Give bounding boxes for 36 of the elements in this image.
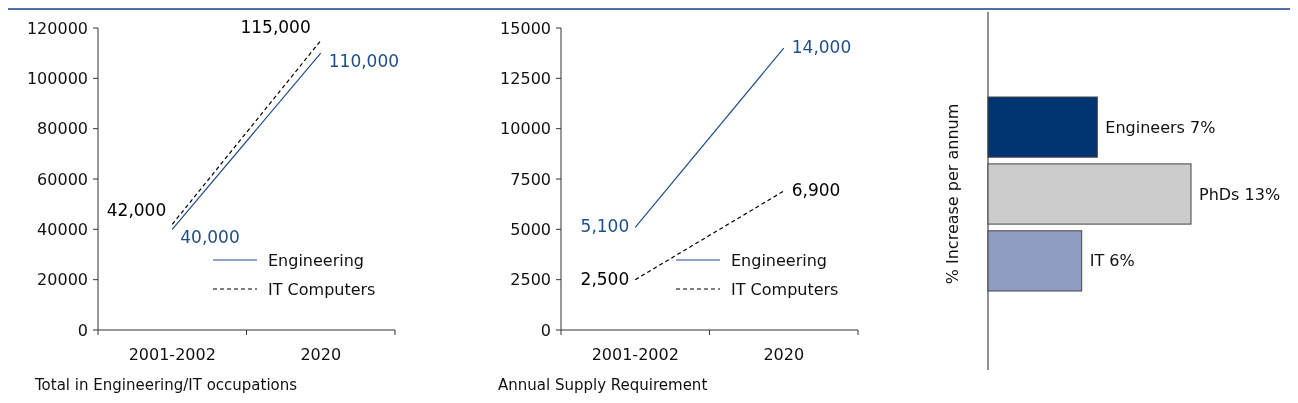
x-tick-label: 2020 <box>300 345 342 364</box>
data-label: IT 6% <box>1089 251 1135 271</box>
data-label: 2,500 <box>580 268 630 289</box>
x-axis-title: Annual Supply Requirement <box>498 376 708 394</box>
data-label: 42,000 <box>106 200 167 221</box>
y-tick-label: 20000 <box>37 270 88 290</box>
data-label: 40,000 <box>180 227 240 248</box>
y-tick-label: 15000 <box>500 18 551 38</box>
data-label: PhDs 13% <box>1199 184 1281 204</box>
x-tick-label: 2001-2002 <box>128 345 216 364</box>
y-tick-label: 5000 <box>510 219 551 239</box>
y-tick-label: 0 <box>77 320 88 340</box>
data-label: 110,000 <box>328 51 400 72</box>
y-tick-label: 60000 <box>37 169 88 189</box>
y-tick-label: 2500 <box>510 270 551 290</box>
y-axis-title: % Increase per annum <box>943 103 962 285</box>
y-tick-label: 80000 <box>37 119 88 139</box>
legend-label: IT Computers <box>731 279 839 299</box>
data-label: Engineers 7% <box>1105 117 1216 137</box>
legend-label: IT Computers <box>268 279 376 299</box>
x-tick-label: 2020 <box>763 345 805 364</box>
data-label: 14,000 <box>791 37 852 58</box>
y-tick-label: 100000 <box>26 68 88 88</box>
data-label: 6,900 <box>791 180 841 201</box>
data-label: 5,100 <box>580 216 630 237</box>
x-tick-label: 2001-2002 <box>591 345 679 364</box>
data-label: 115,000 <box>240 16 311 37</box>
y-tick-label: 40000 <box>37 219 88 239</box>
y-tick-label: 120000 <box>26 18 88 38</box>
y-tick-label: 0 <box>540 320 551 340</box>
y-tick-label: 12500 <box>500 68 551 88</box>
y-tick-label: 10000 <box>500 119 551 139</box>
legend-label: Engineering <box>268 250 364 270</box>
x-axis-title: Total in Engineering/IT occupations <box>34 376 298 394</box>
y-tick-label: 7500 <box>510 169 551 189</box>
legend-label: Engineering <box>731 250 827 270</box>
